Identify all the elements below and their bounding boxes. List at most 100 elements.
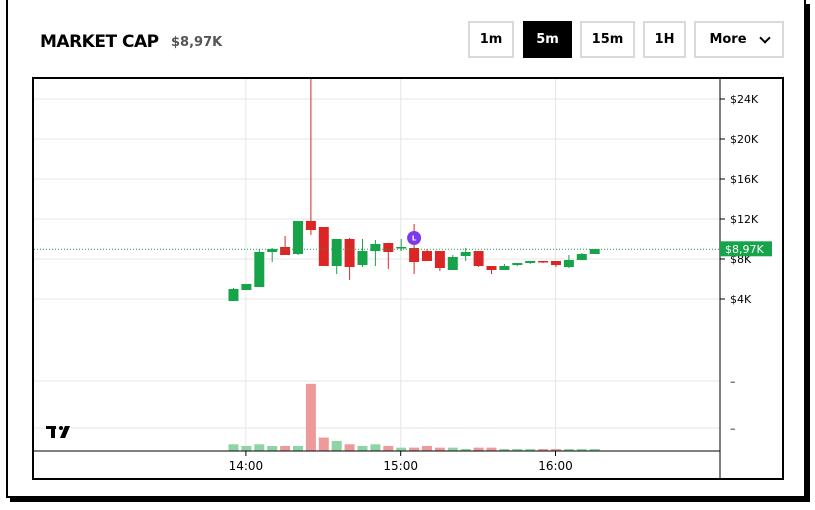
volume-bar (357, 445, 368, 451)
candle (525, 261, 536, 264)
volume-bar (460, 449, 471, 451)
candle-body (563, 260, 574, 267)
volume-bar (447, 447, 458, 451)
candle (576, 253, 587, 260)
candle (254, 249, 265, 287)
candle-body (331, 239, 342, 266)
candle (422, 249, 432, 261)
price-tick-label: $24K (730, 93, 759, 106)
volume-tick-label: – (730, 422, 736, 435)
more-label: More (709, 32, 747, 47)
volume-bar (280, 445, 291, 451)
event-marker-label: L (412, 235, 417, 243)
volume-bar (305, 383, 316, 451)
chevron-down-icon (758, 31, 771, 44)
candle-body (357, 251, 368, 265)
candle (267, 248, 278, 262)
candle-body (293, 221, 303, 254)
candle-body (538, 261, 549, 263)
volume-bar (473, 447, 484, 451)
chart-canvas[interactable]: $24K$20K$16K$12K$8K$4K–– 14:00 15:00 16:00… (34, 79, 782, 478)
candle-body (447, 257, 458, 270)
time-tick-label: 15:00 (383, 459, 418, 473)
candle-body (254, 252, 265, 287)
candle-body (409, 248, 420, 262)
candle (228, 288, 239, 301)
candle (486, 266, 497, 274)
candle (357, 239, 368, 267)
price-chart[interactable]: $24K $20K $16K $12K $8K $4K – – 14:00 15:00 16:00… (32, 77, 784, 480)
candle (473, 251, 484, 267)
volume-bar (331, 440, 342, 451)
candle-body (434, 251, 445, 268)
volume-bar (396, 447, 407, 451)
volume-bar (267, 445, 278, 451)
more-dropdown-button[interactable]: More (694, 21, 784, 58)
candle-body (525, 261, 536, 263)
volume-bar (422, 445, 432, 451)
volume-bar (254, 444, 265, 451)
candle (318, 227, 329, 266)
candle-body (305, 221, 316, 230)
candle-body (551, 261, 561, 265)
candle-body (422, 251, 432, 261)
candle-body (460, 252, 471, 256)
candle (551, 261, 561, 267)
candle (331, 239, 342, 274)
time-axis: 14:00 15:00 16:00 (229, 451, 573, 473)
candle (499, 264, 510, 270)
price-tick-label: $16K (730, 173, 759, 186)
candle (538, 261, 549, 263)
last-price-label: $8,97K (725, 243, 764, 256)
candle (383, 243, 394, 269)
volume-bar (538, 449, 549, 451)
volume-bar (576, 449, 587, 451)
chart-grid (34, 79, 720, 451)
candle (589, 249, 600, 254)
candle-body (589, 249, 600, 254)
volume-bar (525, 449, 536, 451)
candle (512, 263, 523, 266)
volume-bar (293, 445, 303, 451)
candle-body (280, 247, 291, 255)
volume-bar (383, 445, 394, 451)
candle (434, 251, 445, 271)
candle-body (576, 254, 587, 260)
candle-body (396, 247, 407, 249)
candle-body (370, 244, 381, 251)
time-tick-label: 14:00 (229, 459, 264, 473)
event-marker (407, 231, 422, 245)
volume-bar (344, 444, 355, 451)
volume-bar (589, 449, 600, 451)
candle (241, 284, 252, 290)
timeframe-15m-button[interactable]: 15m (580, 21, 635, 58)
volume-bar (228, 444, 239, 451)
candle-body (499, 266, 510, 270)
volume-bar (486, 447, 497, 451)
market-cap-value: $8,97K (171, 35, 223, 50)
volume-bar (563, 449, 574, 451)
timeframe-1h-button[interactable]: 1H (643, 21, 686, 58)
last-price-tag (720, 241, 772, 257)
candle-body (344, 239, 355, 267)
candle (447, 255, 458, 270)
price-axis: $24K$20K$16K$12K$8K$4K–– (720, 93, 759, 435)
candle-body (228, 289, 239, 301)
timeframe-5m-button[interactable]: 5m (523, 21, 572, 58)
candle (370, 240, 381, 266)
volume-bar (434, 447, 445, 451)
price-tick-label: $12K (730, 213, 759, 226)
candle-body (473, 251, 484, 266)
volume-tick-label: – (730, 375, 736, 388)
candle-body (512, 263, 523, 265)
volume-bar (370, 444, 381, 451)
candle (305, 79, 316, 235)
volume-bar (318, 437, 329, 451)
candle (563, 255, 574, 268)
volume-bar (512, 449, 523, 451)
volume-bar (409, 447, 420, 451)
candle-body (241, 284, 252, 290)
candle (460, 248, 471, 261)
candle-body (383, 243, 394, 252)
timeframe-1m-button[interactable]: 1m (468, 21, 514, 58)
